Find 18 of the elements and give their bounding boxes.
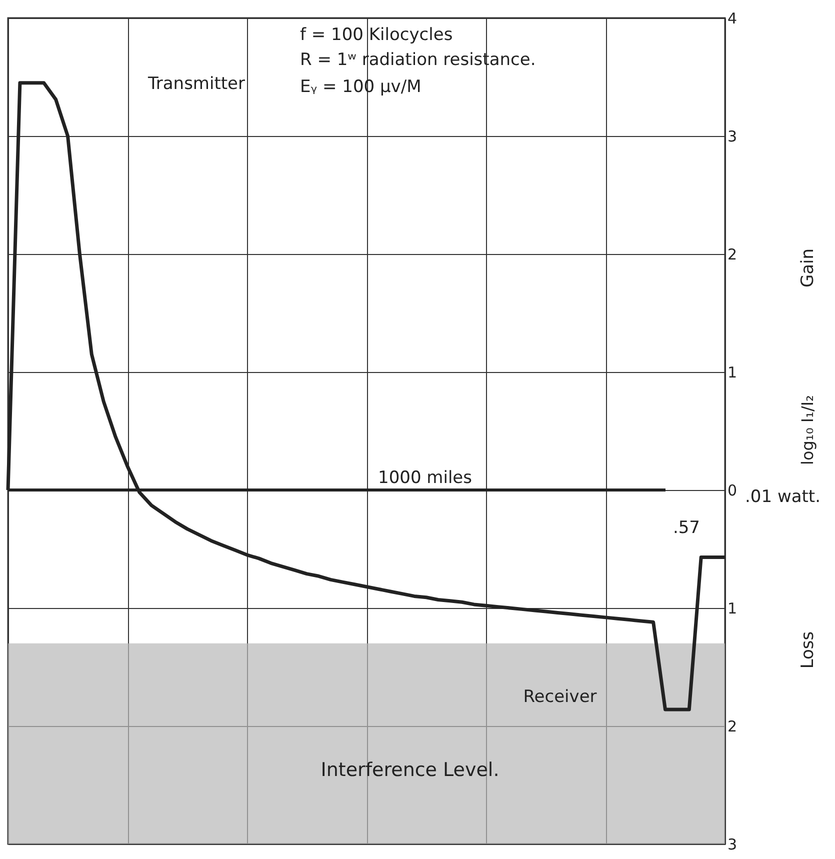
y-tick-label: 2: [728, 718, 738, 736]
text: .01 watt.: [745, 487, 820, 507]
annotation: f = 100 Kilocycles: [300, 25, 453, 45]
y-tick-label: 0: [728, 482, 738, 500]
y-tick-label: 3: [728, 836, 738, 854]
annotation: Receiver: [523, 687, 597, 707]
text: Gain: [798, 248, 818, 288]
annotation: 1000 miles: [378, 468, 472, 488]
annotation: .57: [672, 518, 700, 538]
text: Loss: [798, 631, 818, 669]
y-tick-label: 3: [728, 128, 738, 146]
band-label: Interference Level.: [320, 759, 500, 781]
annotation: Transmitter: [147, 74, 245, 94]
y-tick-label: 1: [728, 600, 738, 618]
y-axis-title: log₁₀ I₁/I₂: [798, 395, 817, 465]
y-tick-label: 1: [728, 364, 738, 382]
y-tick-label: 4: [728, 10, 738, 28]
y-tick-label: 2: [728, 246, 738, 264]
